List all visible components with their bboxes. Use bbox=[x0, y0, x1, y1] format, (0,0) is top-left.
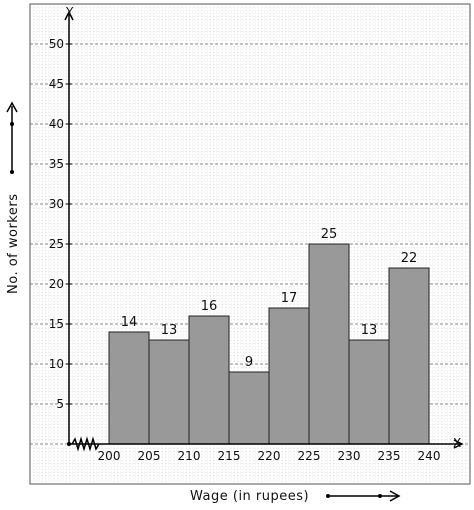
data-label-230-235: 13 bbox=[361, 323, 378, 338]
x-tick-label: 220 bbox=[258, 449, 281, 463]
bar-215-220 bbox=[228, 371, 270, 445]
y-tick-label: 5 bbox=[56, 397, 64, 411]
y-tick-label: 10 bbox=[49, 357, 64, 371]
x-tick-label: 240 bbox=[418, 449, 441, 463]
y-tick-label: 25 bbox=[49, 237, 64, 251]
x-tick-label: 210 bbox=[178, 449, 201, 463]
bar-235-240 bbox=[388, 267, 430, 445]
bars-group bbox=[108, 243, 430, 445]
data-label-220-225: 17 bbox=[281, 291, 298, 306]
x-axis-letter: X bbox=[453, 436, 461, 450]
x-arrow-icon bbox=[326, 490, 401, 502]
data-label-235-240: 22 bbox=[401, 251, 418, 266]
x-tick-label: 205 bbox=[138, 449, 161, 463]
y-tick-label: 40 bbox=[49, 117, 64, 131]
y-tick-label: 30 bbox=[49, 197, 64, 211]
x-tick-label: 230 bbox=[338, 449, 361, 463]
axis-break-icon bbox=[71, 436, 100, 452]
y-tick-label: 20 bbox=[49, 277, 64, 291]
y-axis-letter: Y bbox=[65, 5, 74, 19]
y-arrow-icon bbox=[6, 101, 18, 174]
data-labels-group: 14 13 16 9 17 25 13 22 bbox=[121, 227, 418, 370]
x-tick-label: 225 bbox=[298, 449, 321, 463]
data-label-215-220: 9 bbox=[245, 355, 253, 370]
tick-labels-group: 5 10 15 20 25 30 35 40 45 50 200 205 210 215 220 225 230… bbox=[49, 37, 441, 463]
axes-group bbox=[64, 10, 464, 452]
data-label-200-205: 14 bbox=[121, 315, 138, 330]
bar-205-210 bbox=[148, 339, 190, 445]
x-tick-label: 200 bbox=[98, 449, 121, 463]
y-tick-label: 35 bbox=[49, 157, 64, 171]
y-tick-label: 50 bbox=[49, 37, 64, 51]
x-axis-title: Wage (in rupees) bbox=[190, 489, 309, 504]
bar-200-205 bbox=[108, 331, 150, 445]
bar-230-235 bbox=[348, 339, 390, 445]
bar-225-230 bbox=[308, 243, 350, 445]
data-label-205-210: 13 bbox=[161, 323, 178, 338]
bar-220-225 bbox=[268, 307, 310, 445]
x-tick-label: 215 bbox=[218, 449, 241, 463]
data-label-210-215: 16 bbox=[201, 299, 218, 314]
data-label-225-230: 25 bbox=[321, 227, 338, 242]
x-tick-label: 235 bbox=[378, 449, 401, 463]
y-tick-label: 45 bbox=[49, 77, 64, 91]
y-axis-title: No. of workers bbox=[6, 194, 21, 295]
y-tick-label: 15 bbox=[49, 317, 64, 331]
bar-210-215 bbox=[188, 315, 230, 445]
